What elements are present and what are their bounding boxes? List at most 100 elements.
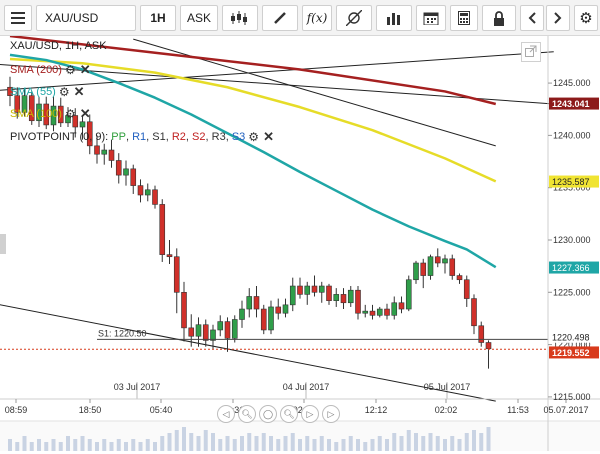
bar-chart-button[interactable] [376,5,412,31]
pivot-label: PIVOTPOINT (0, 9): [10,131,112,143]
menu-button[interactable] [4,5,32,31]
lock-button[interactable] [482,5,516,31]
close-icon[interactable]: ✕ [79,106,91,121]
candle-down [43,103,50,126]
chart-area[interactable]: 03 Jul 2017 04 Jul 2017 05 Jul 2017 S1: 12… [0,34,600,451]
volume-bar [218,439,223,451]
chart-navigation: ◁ 🔍︎ ◯ 🔍︎ ▷ ▷ [217,405,340,423]
volume-bar [211,433,215,451]
candle-up [246,296,253,310]
pivot-legend[interactable]: PIVOTPOINT (0, 9): PP, R1, S1, R2, S2, R… [10,129,274,144]
volume-bar [153,442,157,451]
candle-down [275,306,282,314]
candle-down [398,302,405,310]
zoom-in-button[interactable]: 🔍︎ [280,405,298,423]
candle-up [304,285,311,295]
sma200-line [9,34,497,106]
calculator-icon [458,11,470,25]
volume-bar [232,439,237,451]
volume-bar [428,433,433,451]
chart-type-button[interactable] [222,5,258,31]
y-tick-label: 1215.000 [553,392,591,402]
popout-icon [525,45,537,60]
volume-bar [254,436,259,451]
volume-bar [399,436,404,451]
volume-bar [261,433,266,451]
candle-down [159,204,166,255]
symbol-selector[interactable]: XAU/USD [36,5,136,31]
volume-bar [174,430,179,451]
candle-up [65,115,71,124]
candle-up [413,262,419,281]
volume-bar [37,439,41,451]
candle-up [282,304,289,314]
y-tick-label: 1235.000 [553,183,591,193]
candle-up [268,306,274,331]
price-chart[interactable]: 03 Jul 2017 04 Jul 2017 05 Jul 2017 S1: 12… [0,34,600,451]
volume-bar [406,430,411,451]
x-tick-label: 08:59 [5,405,28,415]
candle-down [94,145,100,155]
nav-play-button[interactable]: ▷ [301,405,319,423]
timeframe-button[interactable]: 1H [140,5,176,31]
nav-forward-button[interactable]: ▷ [322,405,340,423]
volume-bar [247,433,252,451]
scroll-left-button[interactable] [520,5,544,31]
sma200-legend[interactable]: SMA (200) ⚙ ✕ [10,62,91,78]
reset-view-button[interactable]: ◯ [259,405,277,423]
crosshair-button[interactable] [336,5,372,31]
sma55-legend[interactable]: SMA (55) ⚙ ✕ [10,84,85,100]
gear-icon[interactable]: ⚙ [248,130,260,144]
date-label: 05 Jul 2017 [424,382,471,392]
volume-bar [189,433,194,451]
pivot-r3: R3 [211,131,226,143]
x-tick-label: 18:50 [79,405,102,415]
s1-price-tag-label: 1220.498 [552,332,590,342]
y-tick-label: 1245.000 [553,78,591,88]
nav-back-button[interactable]: ◁ [217,405,235,423]
calendar-button[interactable] [416,5,446,31]
sma100-price-tag-label: 1235.587 [552,177,590,187]
candle-down [57,105,64,124]
sma100-legend[interactable]: SMA (100) ⚙ ✕ [10,106,91,122]
popout-button[interactable] [521,42,541,62]
close-icon[interactable]: ✕ [263,129,274,144]
candle-down [311,285,318,293]
candle-down [166,254,173,258]
drawing-tools-button[interactable] [262,5,298,31]
volume-bar [160,436,165,451]
volume-bar [80,436,85,451]
pivot-r1: R1 [132,131,147,143]
panel-resize-handle[interactable] [0,234,6,254]
volume-bar [203,430,208,451]
candle-up [36,103,42,122]
gear-icon[interactable]: ⚙ [58,85,70,99]
close-icon[interactable]: ✕ [79,62,91,77]
gear-icon[interactable]: ⚙ [64,63,76,77]
zoom-in-icon: 🔍︎ [283,408,295,419]
close-icon[interactable]: ✕ [73,84,85,99]
s1-label: S1: 1220.50 [98,328,147,338]
volume-bar [356,439,360,451]
chevron-right-icon [554,12,562,24]
settings-button[interactable]: ⚙ [574,5,598,31]
scroll-right-button[interactable] [546,5,570,31]
volume-bar [116,439,121,451]
candle-down [253,296,260,310]
sma55-label: SMA (55) [10,86,56,98]
calculator-button[interactable] [450,5,478,31]
candle-down [188,327,195,337]
sma55-price-tag-label: 1227.366 [552,263,590,273]
candle-up [289,285,296,306]
volume-bar [443,439,447,451]
volume-bar [276,439,281,451]
crosshair-icon [346,10,362,26]
price-side-button[interactable]: ASK [180,5,218,31]
indicators-button[interactable]: f(x) [302,5,332,31]
gear-icon[interactable]: ⚙ [64,107,76,121]
zoom-out-button[interactable]: 🔍︎ [238,405,256,423]
candle-up [362,310,369,314]
candle-down [108,149,115,161]
candle-down [173,256,180,293]
pivot-pp: PP [111,131,126,143]
